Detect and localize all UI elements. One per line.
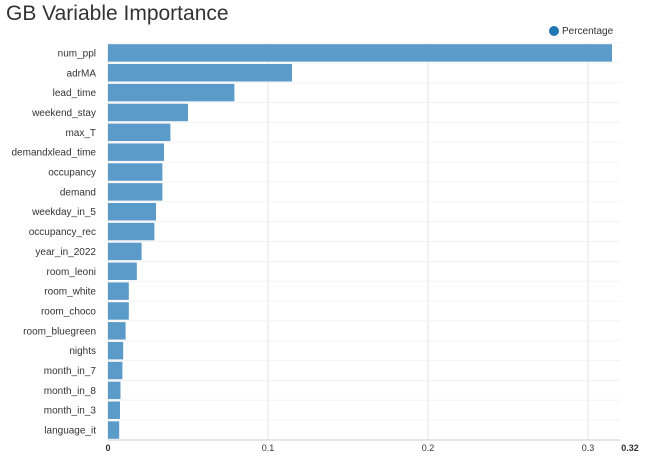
bar-month_in_8[interactable]	[108, 381, 121, 400]
category-label-room_choco: room_choco	[41, 306, 96, 317]
bar-year_in_2022[interactable]	[108, 242, 142, 261]
bar-demandxlead_time[interactable]	[108, 143, 164, 161]
x-tick-label: 0.3	[582, 443, 595, 453]
category-label-occupancy: occupancy	[48, 168, 96, 179]
legend[interactable]: Percentage	[549, 25, 613, 37]
category-label-lead_time: lead_time	[53, 88, 97, 99]
bars	[108, 44, 612, 439]
category-label-weekday_in_5: weekday_in_5	[31, 207, 96, 218]
x-tick-label: 0.32	[621, 443, 639, 453]
bar-num_ppl[interactable]	[108, 44, 612, 62]
bar-month_in_3[interactable]	[108, 401, 120, 419]
category-label-adrMA: adrMA	[67, 68, 97, 79]
category-label-room_white: room_white	[44, 287, 96, 298]
legend-label: Percentage	[562, 25, 614, 37]
category-label-month_in_8: month_in_8	[44, 386, 97, 397]
bar-room_bluegreen[interactable]	[108, 322, 126, 340]
category-label-year_in_2022: year_in_2022	[35, 247, 96, 258]
bar-weekend_stay[interactable]	[108, 103, 188, 122]
category-label-demand: demand	[60, 187, 96, 198]
category-label-month_in_7: month_in_7	[44, 366, 97, 377]
grid-lines	[107, 42, 620, 441]
bar-lead_time[interactable]	[108, 83, 235, 102]
x-tick-label: 0	[105, 443, 110, 453]
category-label-nights: nights	[69, 346, 96, 357]
bar-room_choco[interactable]	[108, 302, 129, 320]
category-label-language_it: language_it	[44, 426, 96, 437]
category-label-weekend_stay: weekend_stay	[31, 108, 96, 119]
category-label-room_leoni: room_leoni	[47, 267, 96, 278]
category-label-num_ppl: num_ppl	[58, 48, 96, 59]
bar-month_in_7[interactable]	[108, 361, 123, 380]
category-labels: num_ppl adrMA lead_time weekend_stay max_Tde…	[12, 48, 97, 436]
x-tick-label: 0.2	[422, 443, 435, 453]
category-label-month_in_3: month_in_3	[44, 406, 97, 417]
bar-weekday_in_5[interactable]	[108, 202, 156, 221]
bar-adrMA[interactable]	[108, 64, 292, 82]
bar-nights[interactable]	[108, 341, 124, 360]
category-label-room_bluegreen: room_bluegreen	[23, 326, 96, 337]
bar-language_it[interactable]	[108, 421, 120, 439]
category-label-max_T: max_T	[65, 128, 96, 139]
x-tick-label: 0.1	[262, 443, 275, 453]
bar-occupancy_rec[interactable]	[108, 222, 155, 241]
bar-occupancy[interactable]	[108, 163, 163, 181]
category-label-occupancy_rec: occupancy_rec	[29, 227, 96, 238]
legend-marker-icon	[549, 26, 559, 36]
chart-title: GB Variable Importance	[6, 2, 229, 25]
bar-max_T[interactable]	[108, 123, 171, 142]
bar-demand[interactable]	[108, 183, 163, 201]
x-axis-ticks: 0 0.1 0.2 0.3 0.32	[105, 443, 638, 453]
bar-room_white[interactable]	[108, 282, 129, 300]
category-label-demandxlead_time: demandxlead_time	[12, 148, 97, 159]
bar-room_leoni[interactable]	[108, 262, 137, 281]
